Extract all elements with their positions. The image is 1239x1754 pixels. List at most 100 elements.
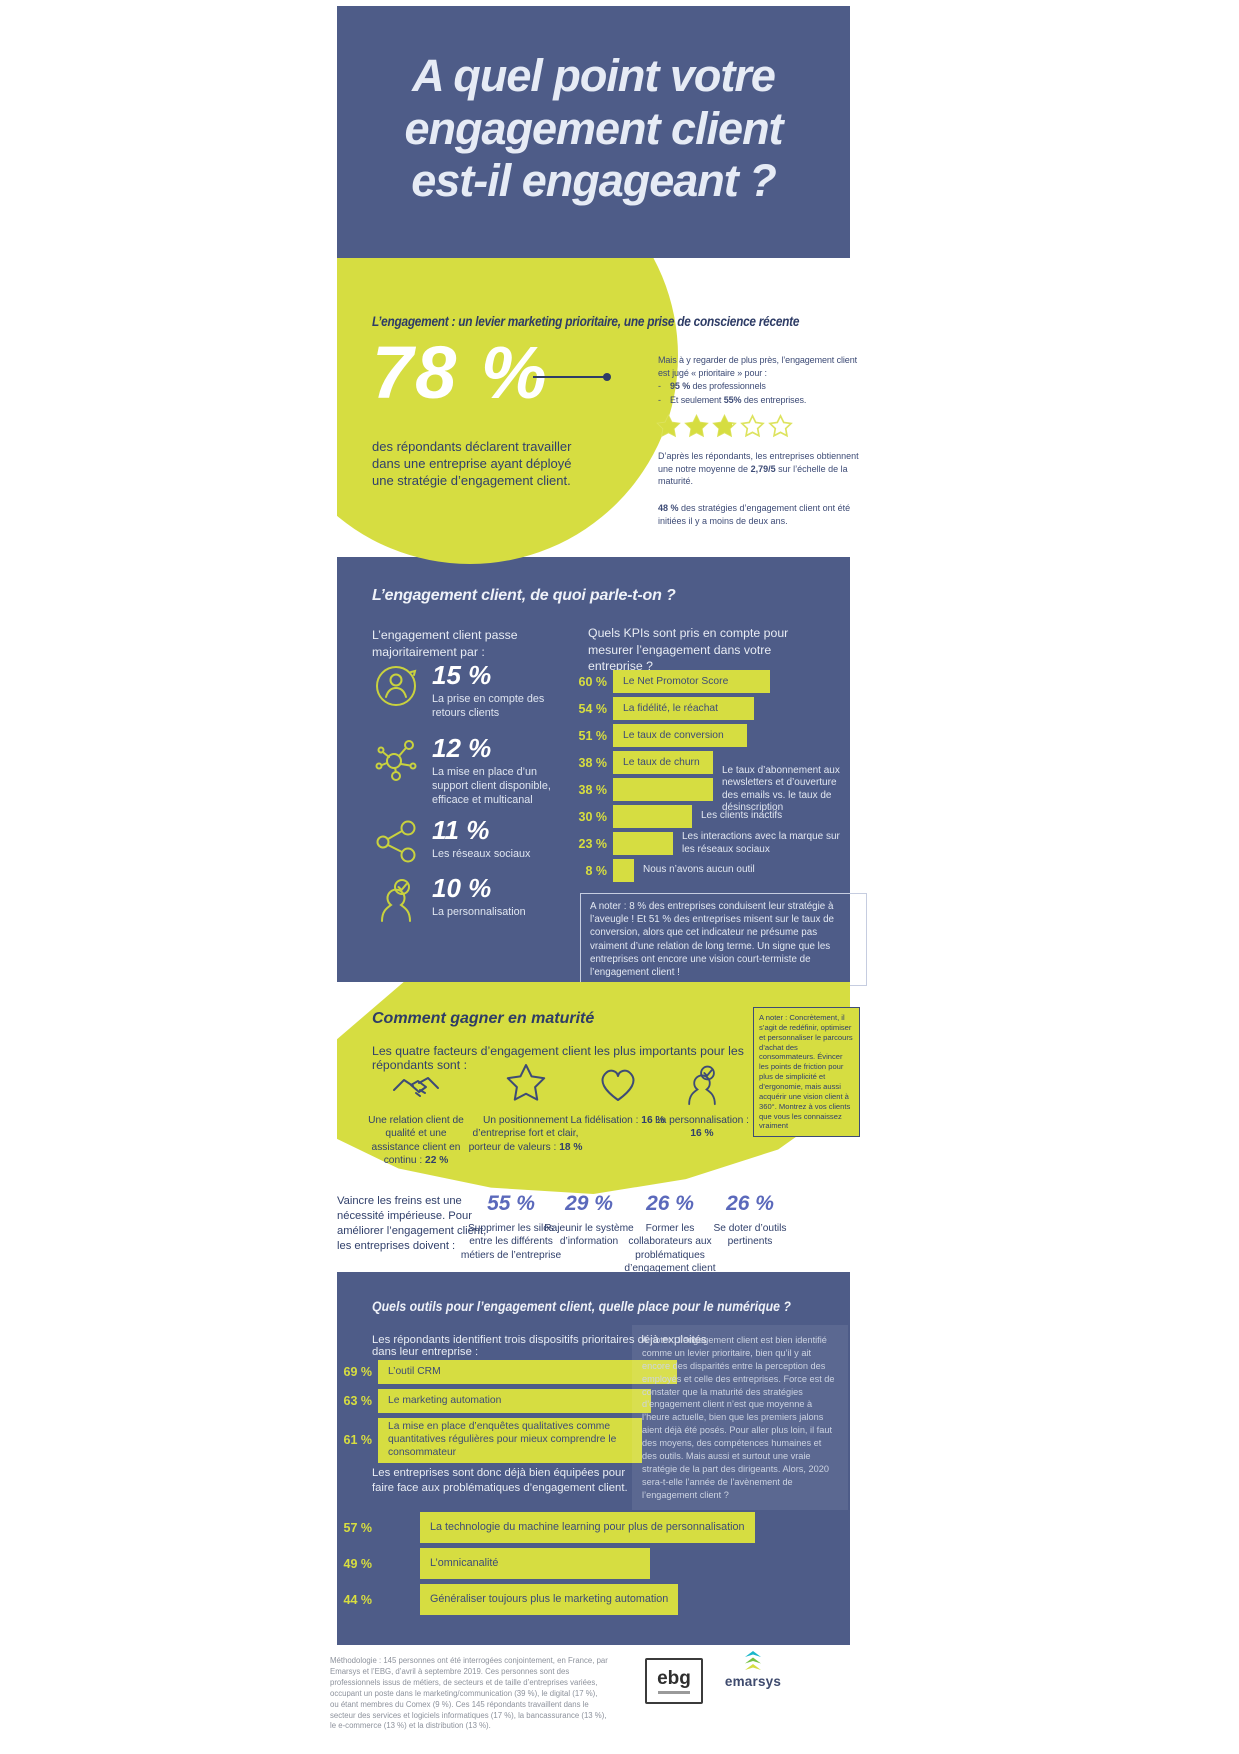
obstacle-stat: 29 % Rajeunir le système d’information bbox=[540, 1192, 638, 1249]
header-banner: A quel point votre engagement client est… bbox=[337, 6, 850, 258]
kpi-chart-title: Quels KPIs sont pris en compte pour mesu… bbox=[588, 626, 789, 674]
methodology-text: Méthodologie : 145 personnes ont été int… bbox=[330, 1656, 608, 1731]
priority-bullet-text: 95 % des professionnels bbox=[670, 381, 766, 392]
obstacle-value: 26 % bbox=[646, 1192, 694, 1215]
bar: Le taux de conversion bbox=[613, 724, 747, 747]
bar: Généraliser toujours plus le marketing a… bbox=[420, 1584, 679, 1615]
bullet-dash: - bbox=[658, 381, 661, 392]
bar-value-label: 63 % bbox=[343, 1394, 373, 1408]
share-label: Les réseaux sociaux bbox=[432, 848, 531, 860]
bar-label: Le Net Promotor Score bbox=[623, 676, 729, 687]
bar-row: 23 % Les interactions avec la marque sur … bbox=[571, 830, 846, 857]
tools-chart1-title: Les répondants identifient trois disposi… bbox=[372, 1334, 707, 1358]
page-title: A quel point votre engagement client est… bbox=[337, 50, 850, 208]
obstacle-label: Se doter d’outils pertinents bbox=[713, 1223, 787, 1248]
maturity-factor: La fidélisation : 16 % bbox=[570, 1062, 665, 1127]
share-value: 15 % bbox=[432, 660, 492, 690]
emarsys-logo: emarsys bbox=[718, 1650, 788, 1689]
bar: Le Net Promotor Score bbox=[613, 670, 770, 693]
share-value: 11 % bbox=[432, 815, 490, 845]
star-filled-icon bbox=[656, 414, 681, 439]
obstacles-intro: Vaincre les freins est une nécessité imp… bbox=[337, 1195, 487, 1253]
bar bbox=[613, 859, 634, 882]
obstacle-stat: 55 % Supprimer les silos entre les diffé… bbox=[457, 1192, 565, 1262]
bar-row: 8 % Nous n’avons aucun outil bbox=[571, 857, 846, 884]
ebg-logo: ebg bbox=[645, 1658, 703, 1704]
bar-row: 60 % Le Net Promotor Score bbox=[571, 668, 846, 695]
obstacle-value: 29 % bbox=[565, 1192, 613, 1215]
bar-label: L’omnicanalité bbox=[430, 1556, 499, 1569]
bar-value-label: 69 % bbox=[343, 1365, 373, 1379]
bar-row: 63 % Le marketing automation bbox=[342, 1389, 812, 1413]
page-title-line: A quel point votre bbox=[412, 50, 776, 101]
obstacle-label: Rajeunir le système d’information bbox=[544, 1223, 634, 1248]
bar-label: Les interactions avec la marque sur les … bbox=[682, 831, 840, 855]
bar-label: La technologie du machine learning pour … bbox=[430, 1520, 745, 1533]
bar: La technologie du machine learning pour … bbox=[420, 1512, 755, 1543]
bar-value-label: 38 % bbox=[578, 755, 608, 770]
bar-label: Le marketing automation bbox=[388, 1394, 502, 1406]
priority-lead: Mais à y regarder de plus près, l’engage… bbox=[658, 355, 858, 378]
star-empty-icon bbox=[768, 414, 793, 439]
obstacle-label: Supprimer les silos entre les différents… bbox=[460, 1223, 562, 1261]
big-stat-caption: des répondants déclarent travailler dans… bbox=[372, 439, 572, 489]
obstacle-value: 26 % bbox=[726, 1192, 774, 1215]
maturity-note-box: A noter : Concrètement, il s’agit de red… bbox=[753, 1007, 860, 1138]
personalization-icon bbox=[372, 875, 420, 923]
tools-bar-chart-2: 57 % La technologie du machine learning p… bbox=[342, 1512, 842, 1620]
ebg-logo-text: ebg bbox=[657, 1667, 691, 1689]
multichannel-support-icon bbox=[372, 735, 420, 783]
intro-section-heading: L’engagement : un levier marketing prior… bbox=[372, 314, 800, 329]
bar-label: Le taux de conversion bbox=[623, 730, 724, 741]
bar: L’outil CRM bbox=[378, 1360, 677, 1384]
bar-label: Le taux de churn bbox=[623, 757, 700, 768]
bar bbox=[613, 805, 692, 828]
bar-label: La fidélité, le réachat bbox=[623, 703, 719, 714]
bar: La fidélité, le réachat bbox=[613, 697, 754, 720]
social-share-icon bbox=[372, 817, 420, 865]
maturity-intro: Les quatre facteurs d’engagement client … bbox=[372, 1044, 744, 1072]
priority-bullet-text: Et seulement 55% des entreprises. bbox=[670, 394, 807, 405]
bar-row: 30 % Les clients inactifs bbox=[571, 803, 846, 830]
bar-row: 44 % Généraliser toujours plus le marketi… bbox=[342, 1584, 842, 1615]
bar bbox=[613, 778, 713, 801]
tools-bar-chart-1: 69 % L’outil CRM 63 % Le marketing automati… bbox=[342, 1360, 812, 1468]
connector-line bbox=[533, 373, 611, 381]
bar-value-label: 49 % bbox=[343, 1556, 373, 1571]
priority-block: Mais à y regarder de plus près, l’engage… bbox=[658, 354, 863, 406]
star-partial-icon bbox=[712, 414, 737, 439]
obstacle-label: Former les collaborateurs aux problémati… bbox=[624, 1223, 716, 1274]
obstacle-stat: 26 % Former les collaborateurs aux probl… bbox=[616, 1192, 724, 1275]
bar-row: 57 % La technologie du machine learning p… bbox=[342, 1512, 842, 1543]
page-title-line: engagement client bbox=[404, 102, 783, 154]
kpi-bar-chart: 60 % Le Net Promotor Score 54 % La fidélité… bbox=[571, 668, 846, 884]
handshake-icon bbox=[360, 1066, 472, 1106]
bar-value-label: 8 % bbox=[585, 863, 607, 878]
bar-row: 61 % La mise en place d’enquêtes qualitat… bbox=[342, 1418, 812, 1463]
maturity-star-rating bbox=[656, 414, 793, 440]
bar-value-label: 57 % bbox=[343, 1520, 373, 1535]
star-filled-icon bbox=[684, 414, 709, 439]
share-label: La mise en place d’un support client dis… bbox=[432, 766, 551, 807]
kpi-note-box: A noter : 8 % des entreprises conduisent… bbox=[580, 893, 867, 987]
bar-value-label: 30 % bbox=[578, 809, 608, 824]
maturity-factor: Un positionnement d’entreprise fort et c… bbox=[468, 1062, 583, 1154]
share-label: La personnalisation bbox=[432, 906, 526, 918]
bar-label: Le taux d’abonnement aux newsletters et … bbox=[722, 764, 840, 814]
bar-row: 51 % Le taux de conversion bbox=[571, 722, 846, 749]
big-stat-78: 78 % bbox=[372, 331, 549, 414]
kpi-section-intro: L’engagement client passe majoritairemen… bbox=[372, 628, 518, 659]
obstacle-value: 55 % bbox=[487, 1192, 535, 1215]
priority-bullet: -95 % des professionnels bbox=[658, 380, 863, 393]
factor-label: Une relation client de qualité et une as… bbox=[368, 1115, 464, 1166]
bar bbox=[613, 832, 673, 855]
rating-caption: D’après les répondants, les entreprises … bbox=[658, 451, 859, 487]
bar: L’omnicanalité bbox=[420, 1548, 650, 1579]
bullet-dash: - bbox=[658, 394, 661, 405]
bar-row: 54 % La fidélité, le réachat bbox=[571, 695, 846, 722]
bar-row: 49 % L’omnicanalité bbox=[342, 1548, 842, 1579]
bar-value-label: 38 % bbox=[578, 782, 608, 797]
factor-label: La personnalisation : 16 % bbox=[654, 1115, 749, 1140]
customer-feedback-icon bbox=[372, 662, 420, 710]
priority-bullet: - Et seulement 55% des entreprises. bbox=[658, 394, 863, 407]
